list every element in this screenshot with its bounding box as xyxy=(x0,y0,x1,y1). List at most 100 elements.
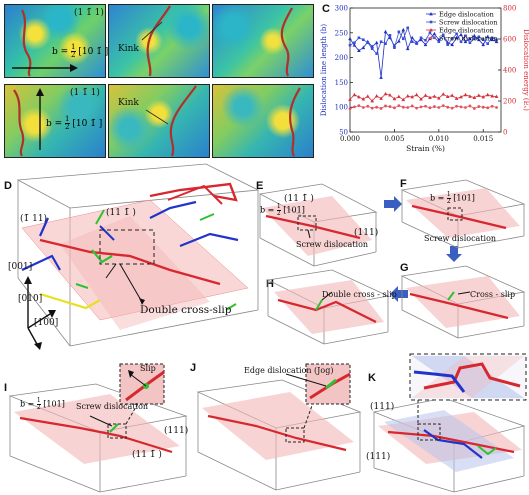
data-point xyxy=(432,31,437,36)
data-point xyxy=(384,42,387,46)
data-point xyxy=(476,37,481,42)
data-point xyxy=(472,95,477,99)
data-point xyxy=(481,38,485,42)
data-point xyxy=(472,107,476,110)
x-tick-label: 0.000 xyxy=(340,135,360,143)
data-point xyxy=(383,91,388,96)
data-point xyxy=(410,104,414,108)
data-point xyxy=(423,93,428,97)
data-point xyxy=(379,75,383,79)
surface-b2 xyxy=(108,84,210,158)
dislocation-line-b3 xyxy=(289,87,301,157)
data-point xyxy=(348,36,352,41)
data-point xyxy=(357,104,361,108)
data-point xyxy=(393,106,396,110)
data-point xyxy=(468,94,472,98)
dislocation-red-d1 xyxy=(39,238,221,286)
data-point xyxy=(481,105,485,109)
legend-label: Screw dislocation xyxy=(439,18,498,26)
dislocation-red-h xyxy=(277,298,377,323)
data-point xyxy=(437,106,441,109)
data-point xyxy=(401,97,406,102)
slip-plane-h xyxy=(274,280,384,334)
data-point xyxy=(401,27,406,32)
kink-pointer-b xyxy=(145,109,169,125)
edge-jog-label-j: Edge dislocation (Jog) xyxy=(244,366,334,375)
data-point xyxy=(424,104,427,108)
data-point xyxy=(357,48,361,53)
chart-c: 0.000 0.005 0.010 0.015 50 100 150 200 250 300 0 20… xyxy=(320,5,529,154)
dislocation-blue-d2 xyxy=(38,217,50,237)
data-point xyxy=(494,39,499,44)
data-point xyxy=(357,94,361,99)
data-point xyxy=(388,33,392,37)
slip-plane-d2 xyxy=(60,216,210,330)
data-point xyxy=(432,105,436,108)
data-point xyxy=(494,94,499,99)
panel-f-drawing xyxy=(400,179,526,249)
data-point xyxy=(464,34,467,38)
series-line-1 xyxy=(349,26,497,55)
data-point xyxy=(374,40,379,45)
legend-marker xyxy=(429,36,433,40)
data-point xyxy=(383,29,388,34)
panel-k-drawing xyxy=(372,353,527,493)
panel-label-d: D xyxy=(4,180,12,192)
data-point xyxy=(473,37,476,41)
data-point xyxy=(446,43,450,47)
data-point xyxy=(463,92,468,97)
kink-pointer-a xyxy=(141,21,163,41)
dislocation-line-b1 xyxy=(13,89,25,157)
data-point xyxy=(472,33,477,38)
data-point xyxy=(437,40,441,44)
data-point xyxy=(424,38,427,42)
series-line-2 xyxy=(349,93,497,102)
x-tick-label: 0.005 xyxy=(384,135,404,143)
data-point xyxy=(375,52,378,55)
dislocation-green-d4 xyxy=(225,303,237,311)
data-point xyxy=(362,38,365,42)
x-axis-label: Strain (%) xyxy=(406,144,445,153)
kink-label-a: Kink xyxy=(118,44,139,54)
slip-plane-e xyxy=(262,196,372,256)
data-point xyxy=(486,106,490,110)
y-tick-label: 300 xyxy=(335,5,348,13)
dislocation-green-d1 xyxy=(91,249,113,264)
double-cross-slip-label-h: Double cross - slip xyxy=(322,290,397,299)
dislocation-green-d3 xyxy=(199,213,215,221)
data-point xyxy=(446,105,450,109)
axis-label-100: [100] xyxy=(34,318,59,328)
surface-a2 xyxy=(108,4,210,78)
panel-b-overlay xyxy=(13,85,301,157)
burgers-arrowhead-a xyxy=(70,64,78,72)
y-axis-label: Dislocation line length (b) xyxy=(320,24,328,116)
data-point xyxy=(379,40,383,44)
screw-label-f: Screw dislocation xyxy=(424,234,497,243)
data-point xyxy=(393,46,396,49)
data-point xyxy=(459,32,463,37)
data-point xyxy=(361,97,366,101)
slip-label-i: Slip xyxy=(140,364,156,373)
y-tick-label: 100 xyxy=(335,104,348,112)
data-point xyxy=(392,96,397,101)
y2-tick-label: 800 xyxy=(503,5,516,13)
data-point xyxy=(485,34,490,39)
y2-tick-label: 200 xyxy=(503,98,516,106)
x-tick-label: 0.015 xyxy=(473,135,493,143)
y-tick-label: 200 xyxy=(335,54,348,62)
zoom-box-i xyxy=(107,423,127,439)
data-point xyxy=(481,94,486,99)
data-point xyxy=(353,41,356,45)
data-point xyxy=(379,96,383,100)
panel-label-j: J xyxy=(190,362,197,374)
dislocation-green-d2 xyxy=(95,209,105,225)
data-point xyxy=(419,105,423,109)
data-point xyxy=(397,104,401,108)
dislocation-line-a3 xyxy=(280,7,293,77)
data-point xyxy=(450,42,454,47)
panel-label-c: C xyxy=(322,3,330,15)
data-point xyxy=(450,93,454,97)
data-point xyxy=(370,99,375,103)
data-point xyxy=(352,92,357,97)
axis-100 xyxy=(27,327,39,347)
